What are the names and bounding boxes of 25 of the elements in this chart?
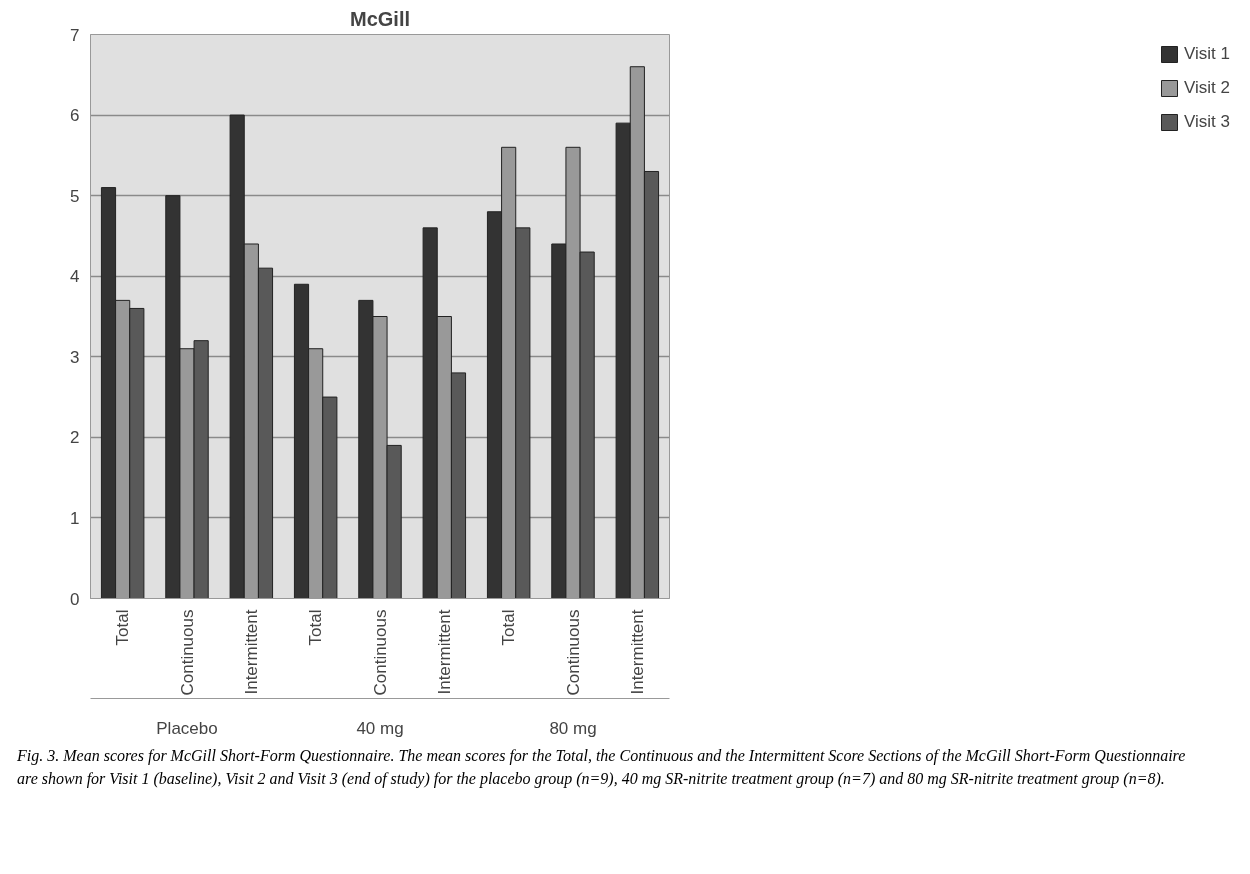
- text: Placebo: [156, 718, 218, 738]
- y-tick-label: 5: [70, 186, 80, 206]
- y-tick-label: 4: [70, 267, 80, 287]
- x-tick-label: Continuous: [370, 609, 390, 696]
- legend-label: Visit 1: [1184, 44, 1230, 64]
- chart-title: McGill: [350, 7, 411, 30]
- legend-label: Visit 2: [1184, 78, 1230, 98]
- text: 40 mg: [356, 718, 404, 738]
- caption: Fig. 3. Mean scores for McGill Short-Form Questionnaire. The mean scores for the Total, the Continuous and the Intermittent Score Sections of the McGill Short-Form Questionnaire are shown for Visit 1 (baseline), Visit 2 and Visit 3 (end of study) for the placebo group (n=9), 40 mg SR-nitrite treatment group (n=7) and 80 mg SR-nitrite treatment group (n=8).: [17, 746, 1187, 790]
- x-tick-label: Total: [499, 609, 519, 646]
- x-tick-label: Intermittent: [241, 609, 261, 695]
- x-tick-label: Intermittent: [434, 609, 454, 695]
- y-tick-label: 6: [70, 106, 80, 126]
- x-tick-label: Intermittent: [627, 609, 647, 695]
- x-tick-label: Total: [113, 609, 133, 646]
- y-tick-label: 2: [70, 428, 80, 448]
- x-tick-label: Total: [306, 609, 326, 646]
- legend-label: Visit 3: [1184, 112, 1230, 132]
- text: 80 mg: [549, 718, 597, 738]
- x-tick-label: Continuous: [177, 609, 197, 696]
- y-tick-label: 0: [70, 589, 80, 609]
- y-tick-label: 1: [70, 508, 80, 528]
- y-tick-label: 3: [70, 347, 80, 367]
- x-tick-label: Continuous: [563, 609, 583, 696]
- y-tick-label: 7: [70, 25, 80, 45]
